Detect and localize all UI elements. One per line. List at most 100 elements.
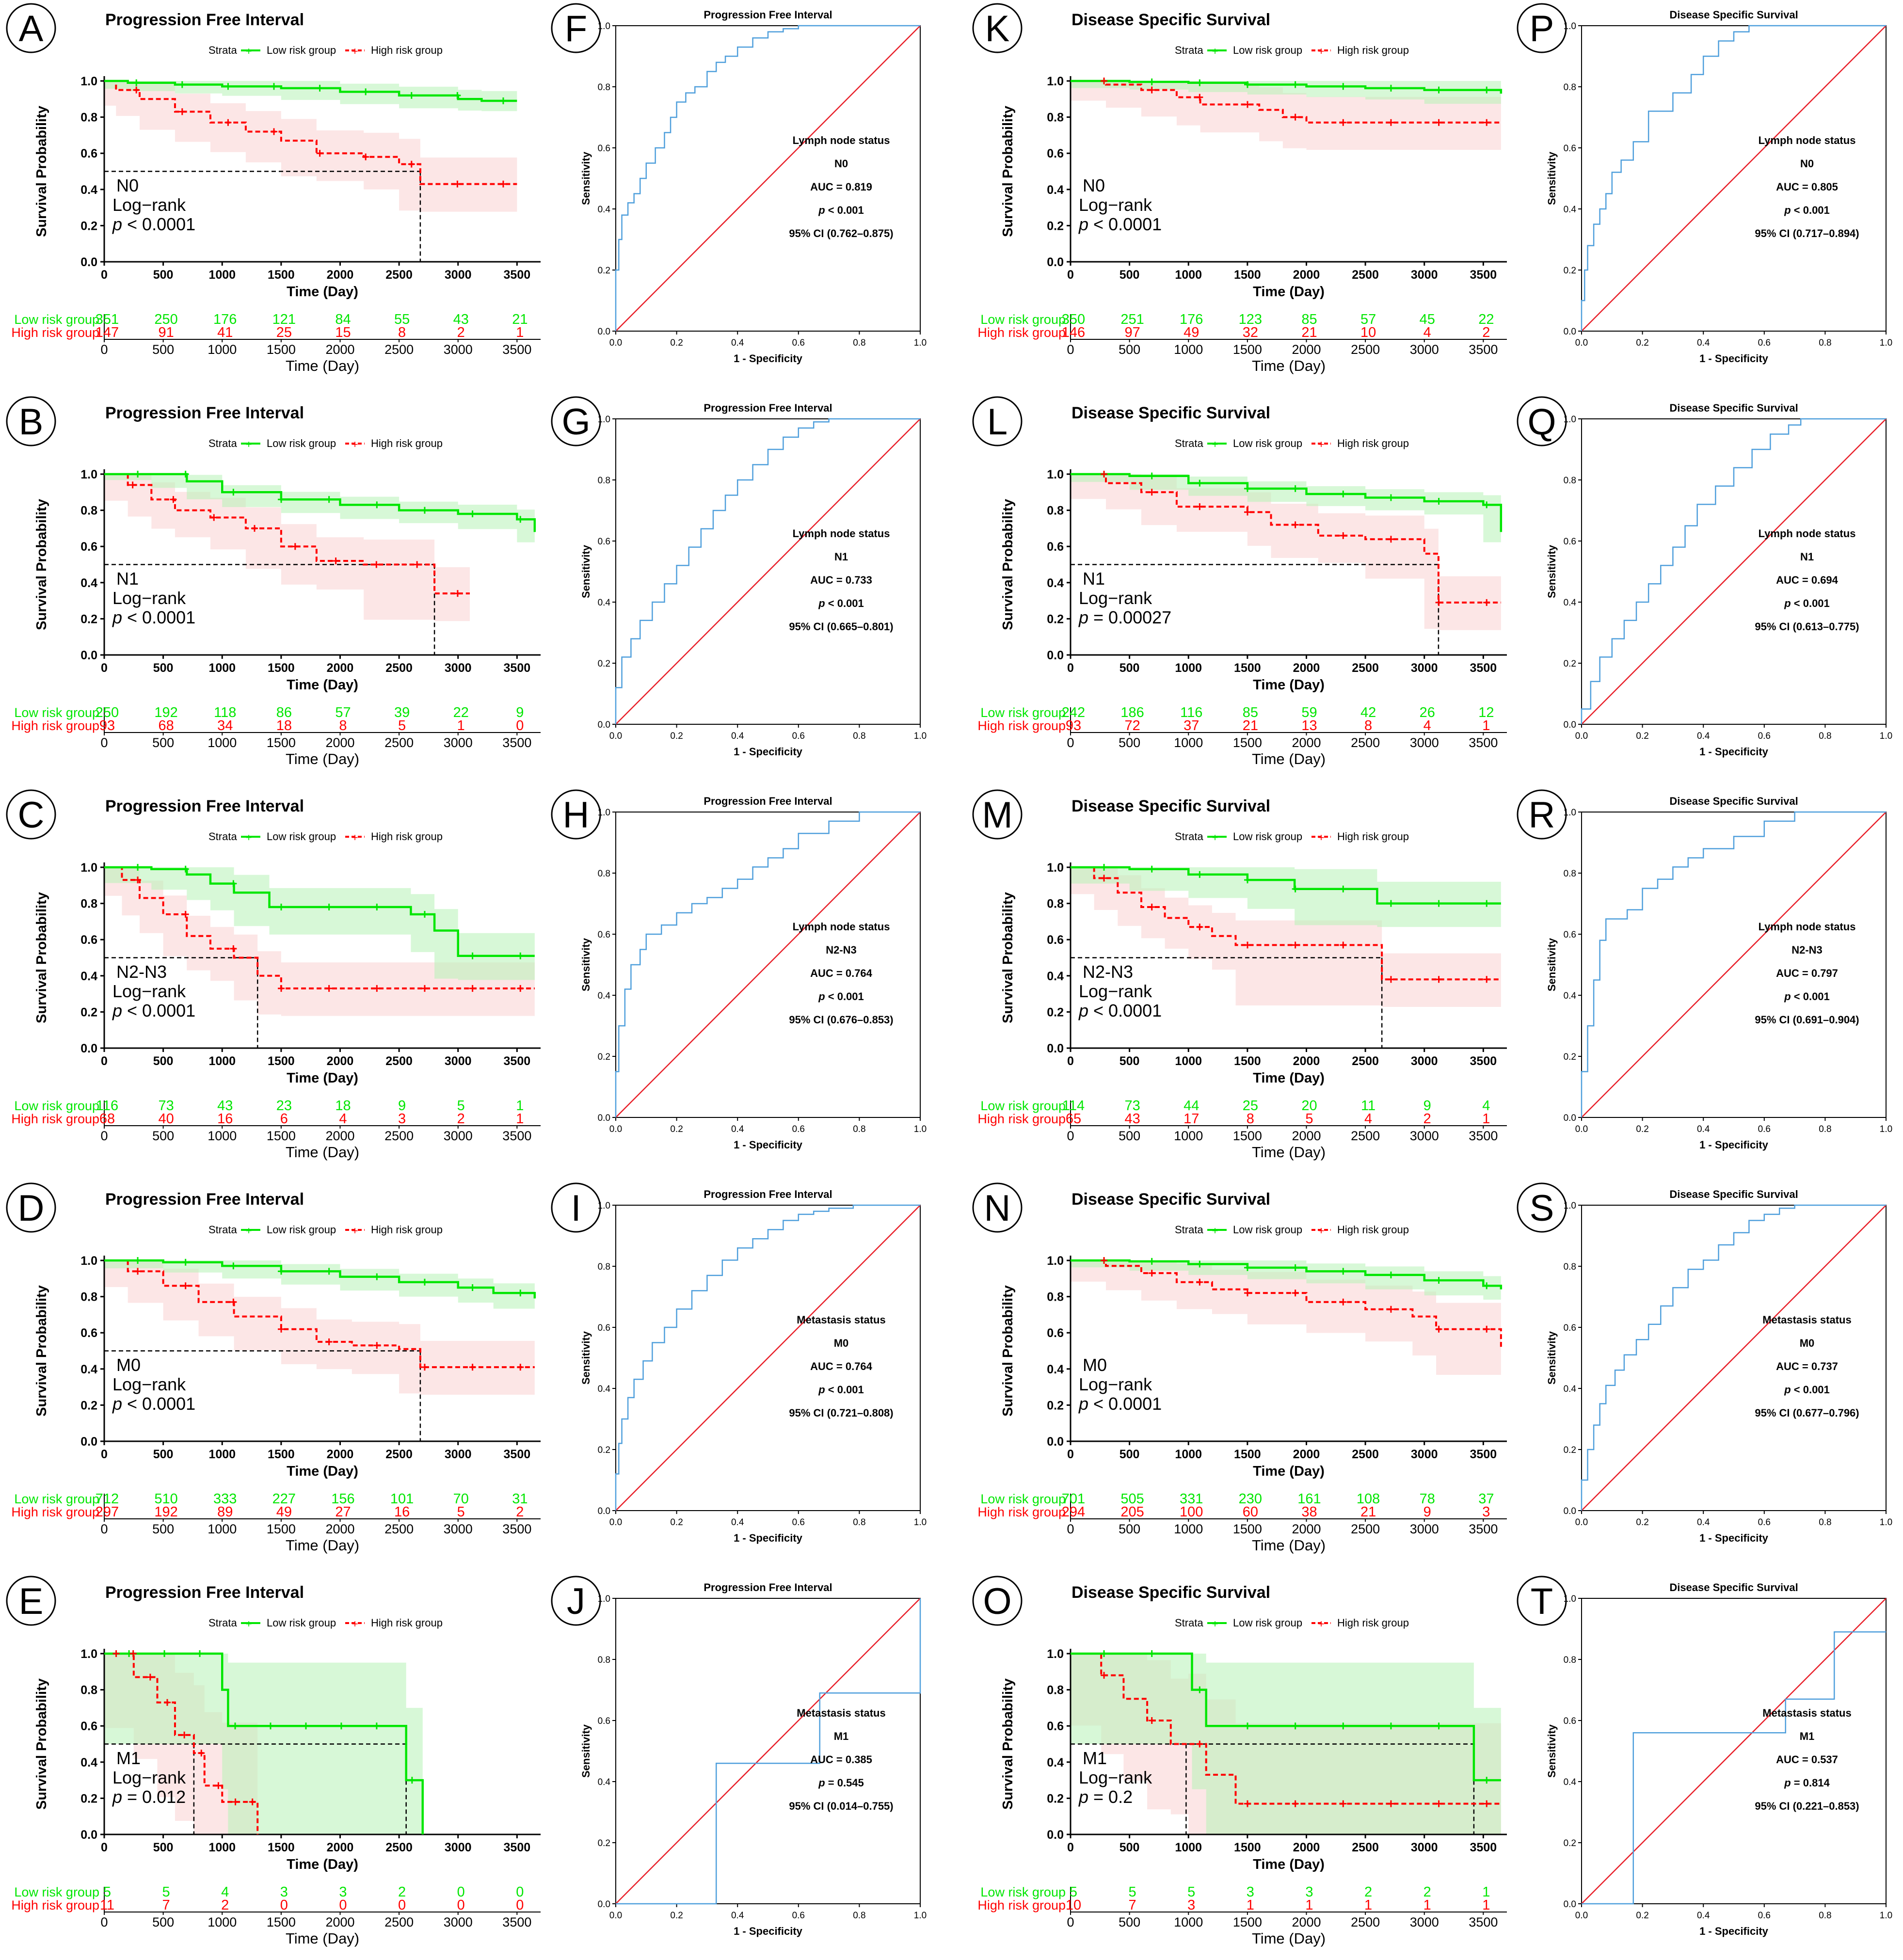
roc-x-tick-label: 0.6 (792, 1911, 805, 1921)
km-x-tick-label: 0 (1067, 1448, 1074, 1461)
panel-label-text: I (571, 1188, 581, 1229)
km-y-tick-label: 1.0 (80, 861, 97, 875)
roc-panel-p: Disease Specific Survival 0.00.0 0.2 0.2 0.4… (1546, 9, 1892, 365)
risk-table-x-label: Time (Day) (286, 1930, 359, 1947)
km-p-annotation: p < 0.0001 (112, 214, 195, 234)
risk-low-count: 45 (1420, 312, 1435, 327)
risk-low-count: 26 (1420, 705, 1435, 720)
km-censor-high (1292, 521, 1299, 528)
roc-panel-t: Disease Specific Survival 0.00.0 0.2 0.2 0.4… (1546, 1581, 1892, 1937)
risk-high-count: 68 (99, 1111, 115, 1127)
km-censor-low (1244, 81, 1251, 88)
km-censor-low (1101, 1650, 1108, 1657)
risk-table-tick-label: 1000 (1174, 1915, 1203, 1929)
km-y-tick-label: 0.6 (1047, 933, 1064, 947)
roc-diagonal (615, 1598, 921, 1904)
km-y-label: Survival Probability (34, 106, 49, 237)
km-censor-low (325, 904, 333, 911)
roc-x-tick-label: 0.0 (1575, 1124, 1588, 1134)
km-x-tick-label: 2000 (1293, 661, 1320, 675)
legend-low-label: Low risk group (267, 1224, 336, 1236)
km-y-label: Survival Probability (1000, 106, 1016, 237)
legend-low-plus: + (1212, 1618, 1218, 1630)
roc-ci: 95% CI (0.613–0.775) (1755, 621, 1859, 633)
roc-curve (615, 1204, 920, 1511)
panel-label-circle (551, 396, 601, 446)
km-censor-high (230, 1298, 237, 1306)
roc-x-tick-label: 1.0 (1880, 1124, 1892, 1134)
roc-y-tick-label: 0.2 (1564, 1052, 1576, 1062)
risk-high-count: 0 (516, 718, 524, 733)
km-censor-high (1101, 471, 1108, 478)
risk-table-low-label: Low risk group (980, 1492, 1066, 1506)
risk-low-count: 251 (1120, 312, 1144, 327)
roc-p-symbol: p (1784, 1777, 1791, 1789)
roc-subgroup-label: M0 (834, 1337, 849, 1349)
panel-label-circle (551, 1576, 601, 1626)
km-censor-high (178, 108, 186, 115)
km-censor-low (469, 510, 476, 518)
km-y-tick-label: 0.4 (1047, 970, 1064, 983)
km-x-tick-label: 2000 (1293, 1054, 1320, 1068)
risk-table-tick-label: 500 (1119, 342, 1140, 357)
roc-auc: AUC = 0.385 (810, 1753, 872, 1766)
legend-high-label: High risk group (1337, 437, 1409, 449)
km-censor-high (129, 1650, 137, 1657)
roc-y-tick-label: 0.0 (598, 720, 610, 730)
risk-low-count: 9 (398, 1098, 406, 1114)
km-x-tick-label: 1500 (1234, 661, 1261, 675)
risk-high-count: 25 (276, 325, 292, 340)
km-censor-low (316, 84, 323, 92)
km-x-tick-label: 1000 (1175, 1054, 1202, 1068)
km-title: Progression Free Interval (105, 404, 304, 422)
km-p-annotation: p < 0.0001 (112, 607, 195, 627)
roc-title: Progression Free Interval (704, 1188, 832, 1200)
km-censor-low (1101, 864, 1108, 871)
risk-low-count: 73 (158, 1098, 174, 1114)
legend-high-label: High risk group (1337, 1617, 1409, 1629)
roc-x-tick-label: 0.8 (1819, 338, 1831, 348)
roc-x-tick-label: 1.0 (1880, 338, 1892, 348)
legend-low-label: Low risk group (1233, 44, 1302, 56)
km-p-value: = 0.2 (1088, 1787, 1133, 1807)
roc-auc-prefix: AUC = (810, 574, 846, 586)
roc-x-tick-label: 0.6 (792, 1517, 805, 1528)
risk-table-low-label: Low risk group (980, 312, 1066, 327)
km-x-tick-label: 2500 (1352, 1054, 1379, 1068)
risk-table-tick-label: 1500 (1233, 1915, 1262, 1929)
panel-label-e: E (6, 1576, 56, 1626)
risk-high-count: 91 (158, 325, 174, 340)
km-censor-high (182, 1282, 189, 1290)
km-band-low (1071, 867, 1501, 927)
risk-table-high-label: High risk group (977, 1898, 1066, 1912)
km-censor-high (454, 590, 461, 597)
roc-p: p = 0.814 (1784, 1777, 1830, 1789)
roc-y-tick-label: 0.0 (1564, 1899, 1576, 1910)
panel-label-text: E (19, 1581, 44, 1622)
km-legend: Strata + Low risk group + High risk group (208, 1617, 443, 1630)
roc-y-tick-label: 0.2 (1564, 1445, 1576, 1455)
roc-status-label: Metastasis status (797, 1707, 885, 1719)
km-legend: Strata + Low risk group + High risk group (1175, 1617, 1409, 1630)
risk-table-tick-label: 3000 (1410, 1915, 1439, 1929)
km-y-tick-label: 0.0 (80, 1042, 97, 1055)
risk-high-count: 4 (339, 1111, 347, 1127)
km-y-tick-label: 0.4 (80, 183, 97, 197)
roc-ci: 95% CI (0.691–0.904) (1755, 1014, 1859, 1026)
roc-auc: AUC = 0.737 (1776, 1360, 1838, 1372)
km-x-tick-label: 0 (1067, 661, 1074, 675)
roc-x-tick-label: 0.6 (1758, 1911, 1771, 1921)
risk-table-tick-label: 3000 (444, 1915, 473, 1929)
panel-label-circle (1517, 396, 1567, 446)
km-x-tick-label: 3000 (1411, 1448, 1438, 1461)
km-x-tick-label: 2000 (1293, 1448, 1320, 1461)
risk-table-tick-label: 1000 (1174, 735, 1203, 750)
roc-panel-g: Progression Free Interval 0.00.0 0.2 0.2 0.4… (580, 402, 927, 758)
roc-p-value: < 0.001 (1791, 990, 1830, 1003)
km-y-tick-label: 0.8 (80, 1684, 97, 1697)
km-censor-low (1483, 900, 1490, 907)
risk-table-tick-label: 3500 (1469, 1129, 1498, 1143)
risk-table-tick-label: 3000 (1410, 1522, 1439, 1536)
roc-y-tick-label: 0.6 (1564, 537, 1576, 547)
